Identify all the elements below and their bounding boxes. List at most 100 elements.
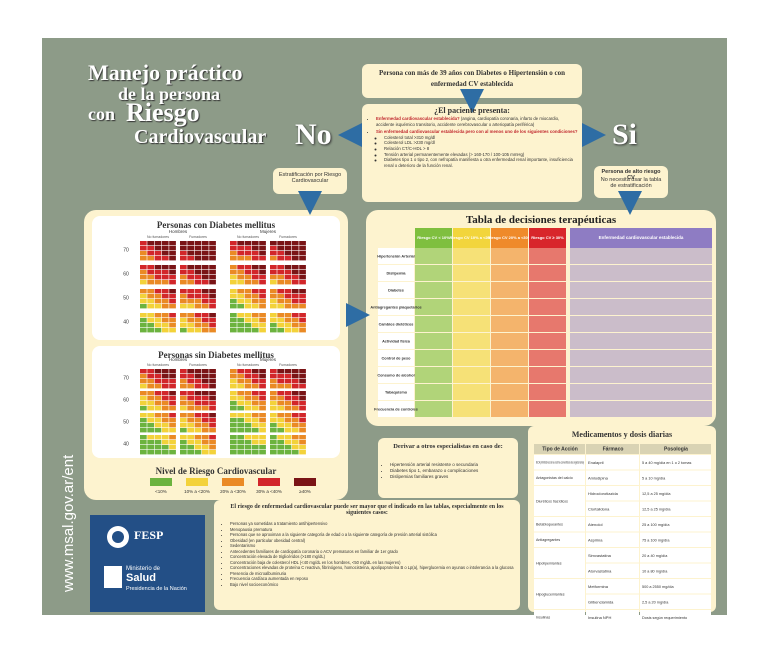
med-action: Betabloqueantes bbox=[536, 523, 563, 527]
warning-item: Bajo nivel socioeconómico bbox=[230, 582, 514, 588]
warning-item: Presencia de microalbuminuria bbox=[230, 571, 514, 577]
risk-cell bbox=[237, 280, 244, 285]
risk-cell bbox=[237, 391, 244, 396]
risk-cell bbox=[277, 246, 284, 251]
row-label: Dislipemia bbox=[387, 272, 407, 276]
med-dose: 2,5 a 20 mg/día bbox=[642, 600, 669, 604]
risk-cell bbox=[237, 418, 244, 423]
risk-cell bbox=[209, 299, 216, 304]
risk-cell bbox=[237, 369, 244, 374]
risk-cell bbox=[277, 299, 284, 304]
med-drug: Enalapril bbox=[588, 460, 604, 465]
risk-cell bbox=[244, 328, 252, 333]
risk-cell bbox=[194, 280, 202, 285]
risk-cell bbox=[284, 280, 292, 285]
risk-cell bbox=[180, 413, 187, 418]
risk-cell bbox=[270, 275, 277, 280]
decision-cell bbox=[415, 367, 452, 383]
risk-cell bbox=[284, 423, 292, 428]
med-header bbox=[534, 444, 585, 454]
med-cell bbox=[586, 517, 639, 532]
risk-cell bbox=[180, 294, 187, 299]
risk-cell bbox=[230, 406, 237, 411]
risk-cell bbox=[140, 401, 147, 406]
decision-cell bbox=[453, 265, 490, 281]
risk-cell bbox=[201, 299, 209, 304]
risk-cell bbox=[277, 289, 284, 294]
risk-cell bbox=[161, 299, 169, 304]
risk-cell bbox=[140, 328, 147, 333]
age-label: 40 bbox=[123, 441, 129, 447]
risk-cell bbox=[161, 323, 169, 328]
risk-cell bbox=[284, 265, 292, 270]
risk-cell bbox=[209, 445, 216, 450]
risk-cell bbox=[140, 313, 147, 318]
med-cell bbox=[640, 517, 711, 532]
decision-cell bbox=[529, 316, 566, 332]
risk-cell bbox=[154, 379, 162, 384]
decision-cell bbox=[415, 350, 452, 366]
risk-cell bbox=[169, 246, 176, 251]
risk-cell bbox=[180, 406, 187, 411]
risk-cell bbox=[154, 299, 162, 304]
refer-list: Hipertensión arterial resistente o secun… bbox=[382, 462, 514, 480]
risk-cell bbox=[187, 251, 194, 256]
risk-cell bbox=[180, 270, 187, 275]
risk-cell bbox=[180, 384, 187, 389]
warning-item: Frecuencia cardíaca aumentada en reposo bbox=[230, 576, 514, 582]
risk-cell bbox=[209, 391, 216, 396]
risk-cell bbox=[180, 423, 187, 428]
risk-cell bbox=[251, 289, 259, 294]
risk-cell bbox=[201, 423, 209, 428]
risk-cell bbox=[187, 428, 194, 433]
risk-cell bbox=[230, 391, 237, 396]
risk-cell bbox=[244, 313, 252, 318]
warning-box bbox=[214, 500, 520, 610]
risk-cell bbox=[140, 280, 147, 285]
row-label: Tabaquismo bbox=[385, 391, 408, 395]
risk-cell bbox=[140, 384, 147, 389]
decision-cell bbox=[570, 282, 712, 298]
risk-cell bbox=[147, 384, 154, 389]
risk-cell bbox=[251, 265, 259, 270]
risk-cell bbox=[180, 318, 187, 323]
risk-cell bbox=[209, 246, 216, 251]
med-drug: Aspirina bbox=[588, 537, 603, 542]
risk-cell bbox=[187, 406, 194, 411]
risk-cell bbox=[187, 289, 194, 294]
risk-cell bbox=[169, 289, 176, 294]
risk-cell bbox=[154, 241, 162, 246]
risk-cell bbox=[251, 246, 259, 251]
risk-cell bbox=[140, 379, 147, 384]
risk-cell bbox=[161, 435, 169, 440]
decision-cell bbox=[491, 299, 528, 315]
risk-cell bbox=[187, 379, 194, 384]
risk-cell bbox=[270, 323, 277, 328]
risk-cell bbox=[169, 299, 176, 304]
risk-cell bbox=[251, 445, 259, 450]
risk-cell bbox=[187, 418, 194, 423]
risk-cell bbox=[251, 440, 259, 445]
risk-cell bbox=[291, 440, 299, 445]
risk-cell bbox=[244, 406, 252, 411]
risk-cell bbox=[284, 435, 292, 440]
risk-cell bbox=[140, 241, 147, 246]
risk-cell bbox=[230, 299, 237, 304]
risk-cell bbox=[251, 241, 259, 246]
med-cell bbox=[586, 563, 639, 578]
risk-cell bbox=[259, 445, 266, 450]
decision-cell bbox=[453, 299, 490, 315]
risk-cell bbox=[209, 270, 216, 275]
risk-cell bbox=[277, 275, 284, 280]
risk-cell bbox=[154, 435, 162, 440]
risk-cell bbox=[201, 313, 209, 318]
med-dose: 500 a 2550 mg/día bbox=[642, 585, 675, 589]
risk-cell bbox=[169, 435, 176, 440]
risk-cell bbox=[147, 435, 154, 440]
risk-cell bbox=[244, 374, 252, 379]
risk-cell bbox=[277, 435, 284, 440]
risk-cell bbox=[140, 289, 147, 294]
risk-cell bbox=[284, 369, 292, 374]
risk-cell bbox=[299, 275, 306, 280]
risk-cell bbox=[161, 241, 169, 246]
